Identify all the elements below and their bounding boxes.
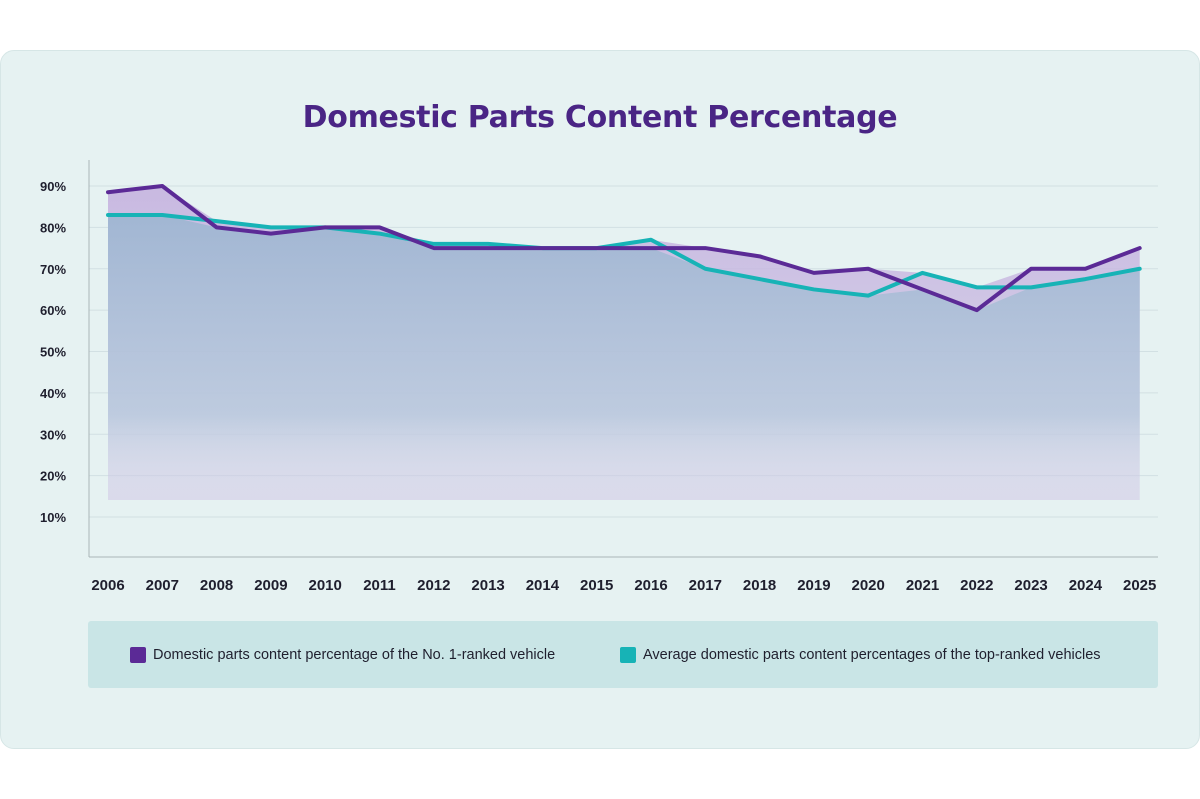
- x-tick-label: 2011: [363, 577, 396, 594]
- x-tick-label: 2008: [200, 577, 233, 594]
- y-tick-label: 80%: [40, 220, 66, 235]
- x-tick-label: 2023: [1014, 577, 1047, 594]
- y-tick-label: 90%: [40, 179, 66, 194]
- legend: Domestic parts content percentage of the…: [88, 621, 1158, 688]
- y-tick-label: 30%: [40, 427, 66, 442]
- legend-label-average: Average domestic parts content percentag…: [643, 647, 1101, 663]
- x-tick-label: 2017: [689, 577, 722, 594]
- series-shared-area: [108, 214, 1140, 500]
- x-tick-label: 2024: [1069, 577, 1103, 594]
- legend-swatch-purple: [130, 647, 146, 663]
- series-line-average: [106, 212, 1142, 298]
- legend-label-no1: Domestic parts content percentage of the…: [153, 647, 556, 663]
- y-tick-label: 50%: [40, 345, 66, 360]
- legend-swatch-teal: [620, 647, 636, 663]
- legend-item-no1: Domestic parts content percentage of the…: [130, 645, 555, 665]
- chart-title: Domestic Parts Content Percentage: [302, 100, 898, 135]
- x-tick-label: 2006: [91, 577, 124, 594]
- x-tick-label: 2015: [580, 577, 613, 594]
- x-tick-label: 2019: [797, 577, 830, 594]
- y-tick-label: 40%: [40, 386, 66, 401]
- x-tick-label: 2022: [960, 577, 993, 594]
- x-tick-label: 2018: [743, 577, 776, 594]
- y-tick-label: 20%: [40, 469, 66, 484]
- y-tick-label: 70%: [40, 262, 66, 277]
- y-tick-label: 10%: [40, 510, 66, 525]
- x-tick-label: 2012: [417, 577, 450, 594]
- x-tick-label: 2025: [1123, 577, 1156, 594]
- legend-item-average: Average domestic parts content percentag…: [620, 645, 1101, 665]
- x-tick-label: 2010: [309, 577, 342, 594]
- x-tick-label: 2007: [146, 577, 179, 594]
- x-tick-label: 2020: [852, 577, 885, 594]
- y-tick-label: 60%: [40, 303, 66, 318]
- x-tick-label: 2014: [526, 577, 560, 594]
- x-tick-label: 2013: [471, 577, 504, 594]
- x-tick-label: 2021: [906, 577, 939, 594]
- x-tick-label: 2009: [254, 577, 287, 594]
- x-tick-label: 2016: [634, 577, 667, 594]
- series-line-no1: [106, 184, 1142, 313]
